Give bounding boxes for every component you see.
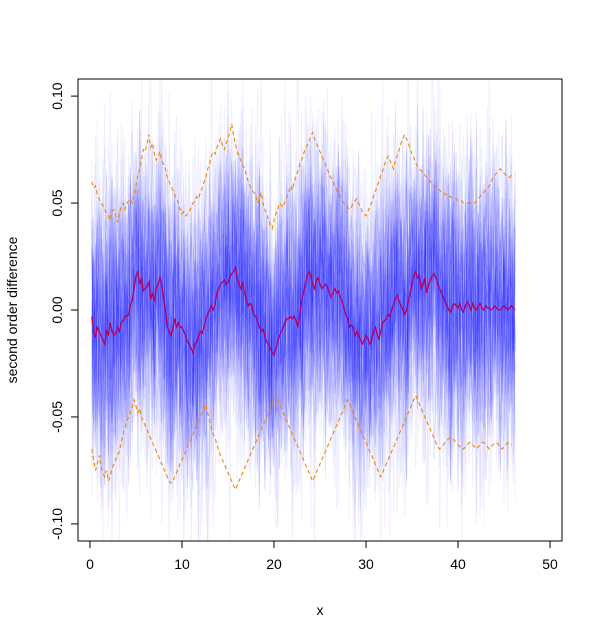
y-tick-label: -0.05	[49, 401, 65, 433]
spaghetti-line	[91, 79, 516, 541]
spaghetti-line	[91, 105, 516, 541]
spaghetti-line	[91, 113, 516, 515]
spaghetti-line	[91, 126, 516, 520]
spaghetti-line	[91, 107, 516, 479]
spaghetti-line	[91, 79, 516, 494]
spaghetti-line	[91, 131, 516, 541]
spaghetti-line	[91, 111, 516, 538]
spaghetti-line	[91, 110, 516, 541]
spaghetti-line	[91, 79, 516, 493]
spaghetti-line	[91, 145, 516, 496]
lower-band-line	[91, 394, 512, 492]
spaghetti-line	[91, 126, 516, 529]
spaghetti-line	[91, 97, 516, 495]
spaghetti-line	[91, 135, 516, 521]
y-tick-label: 0.05	[49, 189, 65, 216]
spaghetti-line	[91, 106, 516, 529]
y-tick-label: 0.10	[49, 82, 65, 109]
spaghetti-line	[91, 112, 516, 510]
spaghetti-line	[91, 79, 516, 524]
spaghetti-line	[91, 79, 516, 527]
spaghetti-line	[91, 134, 516, 502]
spaghetti-line	[91, 109, 516, 511]
spaghetti-line	[91, 107, 516, 505]
x-axis-label: x	[317, 602, 324, 618]
upper-band-line	[91, 123, 514, 231]
x-tick-label: 10	[174, 556, 190, 572]
spaghetti-line	[91, 126, 516, 541]
spaghetti-line	[91, 79, 516, 541]
x-tick-label: 0	[86, 556, 94, 572]
spaghetti-line	[91, 107, 516, 541]
spaghetti-line	[91, 123, 516, 510]
mean-line	[91, 264, 516, 357]
spaghetti-line	[91, 79, 516, 508]
spaghetti-line	[91, 122, 516, 518]
spaghetti-line	[91, 125, 516, 541]
spaghetti-line	[91, 79, 516, 506]
mean-line-group	[91, 264, 516, 357]
y-tick-label: -0.10	[49, 508, 65, 540]
x-tick-label: 50	[542, 556, 558, 572]
x-axis: 0 10 20 30 40 50	[86, 540, 558, 572]
x-tick-label: 20	[266, 556, 282, 572]
spaghetti-line	[91, 79, 516, 531]
spaghetti-line	[91, 107, 516, 522]
spaghetti-line	[91, 110, 516, 487]
spaghetti-line	[91, 113, 516, 538]
spaghetti-line	[91, 103, 516, 541]
spaghetti-line	[91, 79, 516, 496]
spaghetti-line	[91, 139, 516, 541]
band-lines	[91, 123, 514, 492]
x-tick-label: 40	[450, 556, 466, 572]
spaghetti-line	[91, 146, 516, 507]
spaghetti-line	[91, 98, 516, 528]
spaghetti-line	[91, 112, 516, 541]
spaghetti-line	[91, 82, 516, 516]
spaghetti-line	[91, 79, 516, 525]
spaghetti-line	[91, 81, 516, 498]
spaghetti-line	[91, 129, 516, 516]
y-tick-label: 0.00	[49, 296, 65, 323]
spaghetti-line	[91, 82, 516, 488]
spaghetti-line	[91, 109, 516, 541]
spaghetti-line	[91, 127, 516, 489]
x-tick-label: 30	[358, 556, 374, 572]
y-axis-label: second order difference	[4, 236, 20, 383]
spaghetti-line	[91, 151, 516, 526]
spaghetti-line	[91, 90, 516, 522]
spaghetti-line	[91, 93, 516, 529]
y-axis: -0.10 -0.05 0.00 0.05 0.10	[49, 82, 79, 540]
spaghetti-line	[91, 79, 516, 493]
spaghetti-line	[91, 125, 516, 496]
